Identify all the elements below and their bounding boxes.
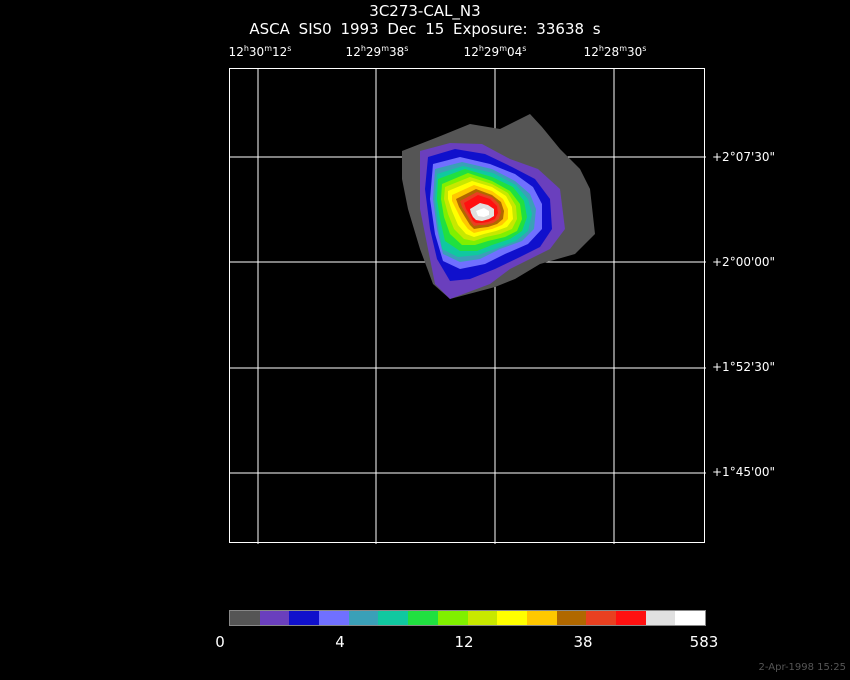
dec-tick-label: +2°00'00" bbox=[712, 255, 776, 269]
colorbar-swatch bbox=[319, 611, 349, 625]
ra-tick-label: 12h30m12s bbox=[228, 44, 292, 59]
colorbar-swatch bbox=[556, 611, 587, 625]
colorbar-swatch bbox=[586, 611, 616, 625]
timestamp: 2-Apr-1998 15:25 bbox=[758, 662, 846, 673]
image-subtitle: ASCA SIS0 1993 Dec 15 Exposure: 33638 s bbox=[249, 20, 601, 38]
color-scale-bar bbox=[229, 610, 706, 626]
colorbar-label: 0 bbox=[215, 633, 225, 651]
colorbar-swatch bbox=[230, 611, 260, 625]
colorbar-swatch bbox=[467, 611, 498, 625]
colorbar-swatch bbox=[497, 611, 527, 625]
colorbar-swatch bbox=[526, 611, 557, 625]
colorbar-swatch bbox=[348, 611, 379, 625]
colorbar-swatch bbox=[615, 611, 646, 625]
colorbar-swatch bbox=[408, 611, 438, 625]
xray-source-image bbox=[402, 114, 595, 299]
dec-tick-label: +1°52'30" bbox=[712, 360, 776, 374]
image-title: 3C273-CAL_N3 bbox=[369, 2, 481, 20]
ra-tick-label: 12h29m38s bbox=[345, 44, 409, 59]
colorbar-swatch bbox=[675, 611, 705, 625]
colorbar-label: 38 bbox=[573, 633, 593, 651]
colorbar-swatch bbox=[259, 611, 290, 625]
ra-tick-label: 12h28m30s bbox=[583, 44, 647, 59]
colorbar-swatch bbox=[645, 611, 676, 625]
sky-image-panel bbox=[229, 68, 706, 544]
colorbar-swatch bbox=[437, 611, 468, 625]
colorbar-label: 4 bbox=[335, 633, 345, 651]
colorbar-label: 12 bbox=[454, 633, 474, 651]
dec-tick-label: +2°07'30" bbox=[712, 150, 776, 164]
colorbar-swatch bbox=[289, 611, 320, 625]
colorbar-swatch bbox=[378, 611, 409, 625]
colorbar-label: 583 bbox=[689, 633, 719, 651]
dec-tick-label: +1°45'00" bbox=[712, 465, 776, 479]
ra-tick-label: 12h29m04s bbox=[463, 44, 527, 59]
